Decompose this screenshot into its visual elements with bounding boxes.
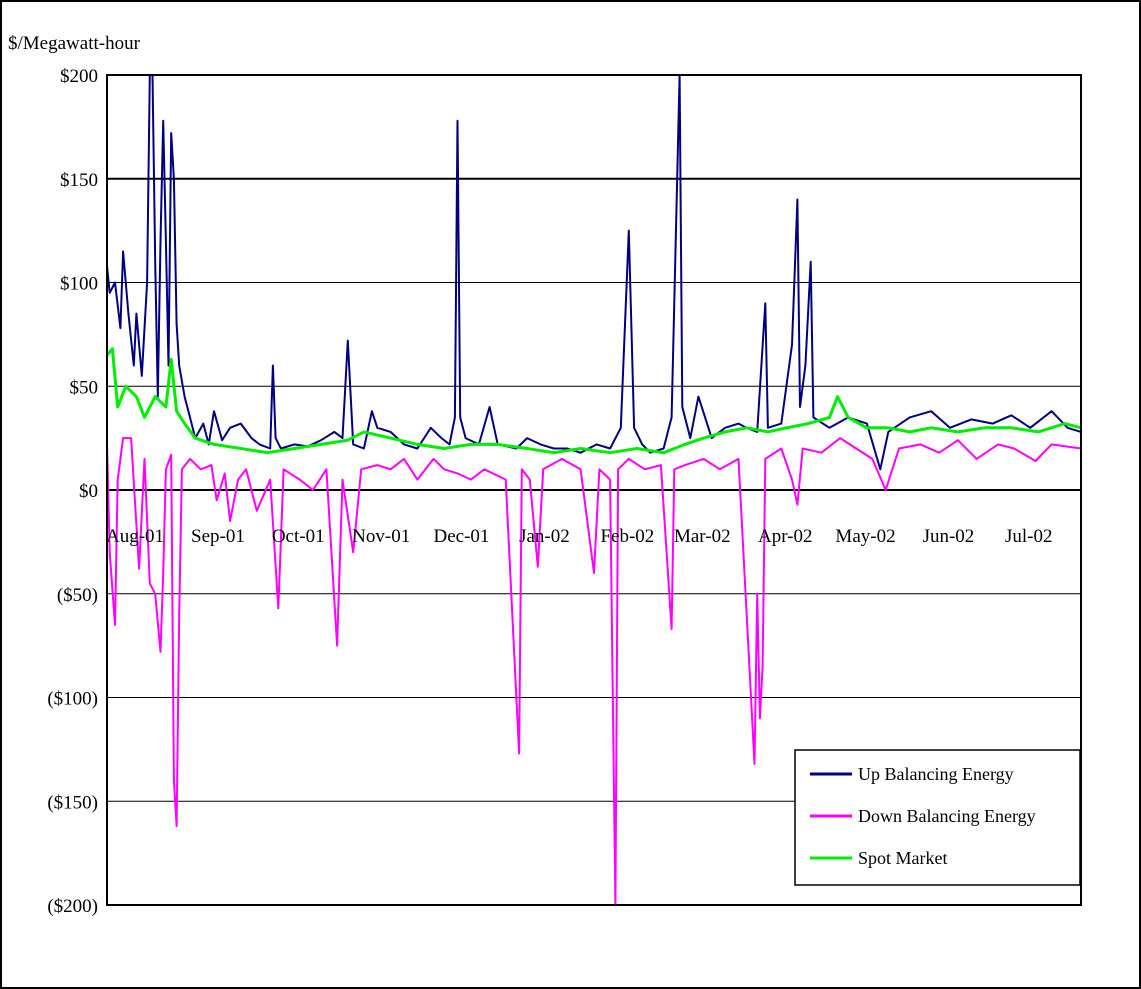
x-tick-label: Jul-02 xyxy=(1005,526,1053,547)
y-axis-label: $/Megawatt-hour xyxy=(8,33,141,54)
x-tick-label: Jan-02 xyxy=(519,526,570,547)
y-tick-label: $200 xyxy=(60,66,98,87)
plot-border xyxy=(106,74,1082,906)
legend-label: Spot Market xyxy=(858,848,948,868)
x-tick-label: Aug-01 xyxy=(106,526,164,547)
x-tick-label: Dec-01 xyxy=(433,526,489,547)
x-tick-label: May-02 xyxy=(835,526,895,547)
x-tick-label: Apr-02 xyxy=(758,526,813,547)
series-line-down-balancing-energy xyxy=(106,437,1082,906)
y-tick-label: ($50) xyxy=(57,585,98,606)
x-tick-label: Nov-01 xyxy=(352,526,410,547)
x-tick-label: Mar-02 xyxy=(674,526,731,547)
y-tick-label: $0 xyxy=(79,481,98,502)
series-line-spot-market xyxy=(105,347,1082,455)
x-tick-label: Sep-01 xyxy=(191,526,245,547)
legend-label: Down Balancing Energy xyxy=(858,806,1036,826)
legend: Up Balancing Energy Down Balancing Energy… xyxy=(794,749,1081,886)
series-line-up-balancing-energy xyxy=(106,74,1082,471)
y-tick-label: ($150) xyxy=(47,792,98,813)
y-axis: $200 $150 $100 $50 $0 ($50) ($100) ($150) ($200) xyxy=(47,66,98,917)
x-tick-label: Feb-02 xyxy=(600,526,654,547)
y-tick-label: ($100) xyxy=(47,689,98,710)
y-tick-label: $50 xyxy=(70,377,99,398)
series-lines xyxy=(105,74,1082,906)
y-tick-label: $150 xyxy=(60,170,98,191)
y-tick-label: $100 xyxy=(60,274,98,295)
x-axis: Aug-01 Sep-01 Oct-01 Nov-01 Dec-01 Jan-02 Feb-… xyxy=(106,526,1053,547)
x-tick-label: Oct-01 xyxy=(272,526,325,547)
legend-label: Up Balancing Energy xyxy=(858,764,1014,784)
x-tick-label: Jun-02 xyxy=(923,526,975,547)
y-tick-label: ($200) xyxy=(47,896,98,917)
